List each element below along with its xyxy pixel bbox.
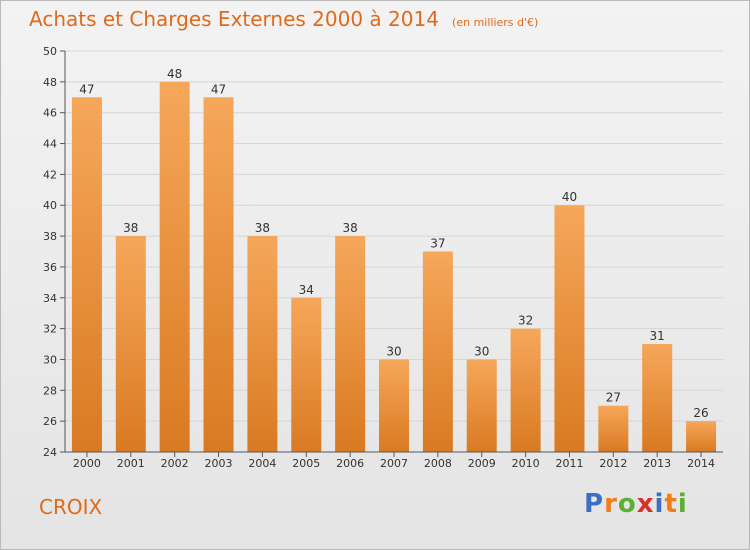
x-tick-label: 2014 xyxy=(687,457,715,470)
data-label: 27 xyxy=(606,391,621,405)
logo-letter: i xyxy=(654,489,665,519)
bar xyxy=(379,359,409,452)
data-label: 47 xyxy=(211,82,226,96)
bar xyxy=(642,344,673,452)
y-tick-label: 44 xyxy=(43,138,57,151)
bar xyxy=(115,236,146,452)
bar xyxy=(159,81,190,452)
data-label: 38 xyxy=(342,221,357,235)
bar xyxy=(291,297,322,452)
y-tick-label: 28 xyxy=(43,384,57,397)
y-tick-label: 32 xyxy=(43,323,57,336)
bar xyxy=(466,359,497,452)
chart-header: Achats et Charges Externes 2000 à 2014 (… xyxy=(29,7,538,31)
axes: 24 26 28 30 32 34 36 38 40 42 44 46 48 50 2000 2001 2002… xyxy=(43,45,723,470)
commune-name: CROIX xyxy=(39,495,103,519)
y-tick-label: 50 xyxy=(43,45,57,58)
x-tick-label: 2012 xyxy=(599,457,627,470)
data-label: 30 xyxy=(474,344,489,358)
bar xyxy=(554,205,585,452)
bar xyxy=(247,236,278,452)
logo-letter: i xyxy=(677,489,688,519)
x-tick-label: 2007 xyxy=(380,457,408,470)
x-tick-label: 2006 xyxy=(336,457,364,470)
y-tick-label: 48 xyxy=(43,76,57,89)
proxiti-logo[interactable]: Proxiti xyxy=(584,489,688,519)
chart-unit: (en milliers d'€) xyxy=(452,16,539,29)
x-tick-label: 2010 xyxy=(512,457,540,470)
chart-title: Achats et Charges Externes 2000 à 2014 xyxy=(29,7,439,31)
y-tick-label: 30 xyxy=(43,353,57,366)
y-tick-label: 24 xyxy=(43,446,57,459)
x-tick-label: 2001 xyxy=(117,457,145,470)
bar xyxy=(335,236,366,452)
y-tick-label: 36 xyxy=(43,261,57,274)
data-label: 32 xyxy=(518,314,533,328)
logo-letter: t xyxy=(664,489,678,519)
data-label: 40 xyxy=(562,190,577,204)
y-tick-label: 40 xyxy=(43,199,57,212)
y-tick-label: 34 xyxy=(43,292,57,305)
x-tick-label: 2011 xyxy=(555,457,583,470)
bar xyxy=(686,421,717,452)
x-tick-label: 2009 xyxy=(468,457,496,470)
data-label: 47 xyxy=(79,82,94,96)
logo-letter: o xyxy=(617,489,637,519)
x-tick-label: 2013 xyxy=(643,457,671,470)
x-tick-label: 2000 xyxy=(73,457,101,470)
data-label: 38 xyxy=(255,221,270,235)
y-tick-label: 46 xyxy=(43,107,57,120)
x-tick-label: 2004 xyxy=(248,457,276,470)
x-tick-label: 2003 xyxy=(205,457,233,470)
bar xyxy=(203,97,234,453)
data-label: 31 xyxy=(650,329,665,343)
data-label: 26 xyxy=(693,406,708,420)
bar xyxy=(422,251,453,452)
data-label: 48 xyxy=(167,67,182,81)
x-tick-label: 2005 xyxy=(292,457,320,470)
data-label: 38 xyxy=(123,221,138,235)
logo-letter: r xyxy=(604,489,618,519)
data-label: 37 xyxy=(430,237,445,251)
logo-letter: x xyxy=(636,489,655,519)
bar xyxy=(71,97,102,453)
x-tick-label: 2002 xyxy=(161,457,189,470)
y-tick-label: 26 xyxy=(43,415,57,428)
data-label: 30 xyxy=(386,344,401,358)
bar xyxy=(510,328,541,452)
logo-letter: P xyxy=(584,489,605,519)
data-label: 34 xyxy=(299,283,314,297)
bars: 47 38 48 47 38 34 38 30 37 30 32 40 27 31 26 xyxy=(71,67,717,453)
bar xyxy=(598,405,629,452)
y-tick-label: 38 xyxy=(43,230,57,243)
y-tick-label: 42 xyxy=(43,168,57,181)
x-tick-label: 2008 xyxy=(424,457,452,470)
